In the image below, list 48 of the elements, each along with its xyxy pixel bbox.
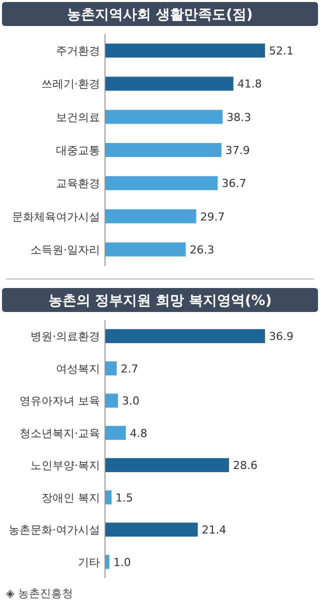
data-label: 21.4 [202, 524, 226, 537]
bar [105, 176, 218, 190]
data-label: 28.6 [233, 459, 258, 472]
bar [105, 143, 222, 157]
y-tick-label: 쓰레기·환경 [42, 78, 100, 91]
bar [105, 361, 117, 376]
y-tick-label: 장애인 복지 [42, 491, 100, 504]
data-label: 26.3 [190, 243, 214, 256]
y-tick-label: 여성복지 [56, 362, 100, 376]
bar [105, 110, 223, 124]
y-tick-label: 영유아자녀 보육 [20, 394, 100, 408]
data-label: 38.3 [226, 110, 252, 124]
bar [105, 44, 265, 58]
y-tick-label: 농촌문화·여가시설 [8, 524, 100, 537]
y-tick-label: 기타 [78, 556, 100, 569]
data-label: 1.0 [113, 556, 131, 569]
data-label: 1.5 [116, 491, 134, 504]
y-tick-label: 대중교통 [56, 144, 100, 157]
y-tick-label: 문화체육여가시설 [12, 210, 100, 224]
bar [105, 242, 186, 256]
y-tick-label: 소득원·일자리 [30, 243, 100, 256]
bar [105, 458, 230, 472]
y-tick-label: 교육환경 [56, 177, 100, 190]
bar [105, 426, 126, 440]
bar [105, 329, 265, 344]
bar [105, 209, 196, 224]
bar [105, 76, 234, 91]
chart-title: 농촌의 정부지원 희망 복지영역(%) [48, 293, 272, 309]
data-label: 29.7 [200, 210, 225, 224]
bar [105, 554, 110, 569]
data-label: 4.8 [130, 426, 148, 440]
bar [105, 394, 118, 408]
y-tick-label: 청소년복지·교육 [20, 426, 100, 440]
chart-title: 농촌지역사회 생활만족도(점) [67, 7, 253, 23]
data-label: 52.1 [269, 44, 294, 58]
bar [105, 490, 112, 504]
data-label: 36.7 [222, 177, 246, 190]
bar [105, 522, 198, 537]
data-label: 37.9 [225, 144, 250, 157]
data-label: 41.8 [237, 78, 262, 91]
y-tick-label: 노인부양·복지 [30, 459, 100, 472]
text: ◈ 농촌진흥청 [6, 587, 73, 600]
data-label: 36.9 [269, 330, 294, 344]
data-label: 3.0 [122, 394, 140, 408]
y-tick-label: 보건의료 [56, 110, 100, 124]
y-tick-label: 병원·의료환경 [30, 330, 100, 344]
y-tick-label: 주거환경 [56, 44, 100, 58]
data-label: 2.7 [120, 362, 138, 376]
